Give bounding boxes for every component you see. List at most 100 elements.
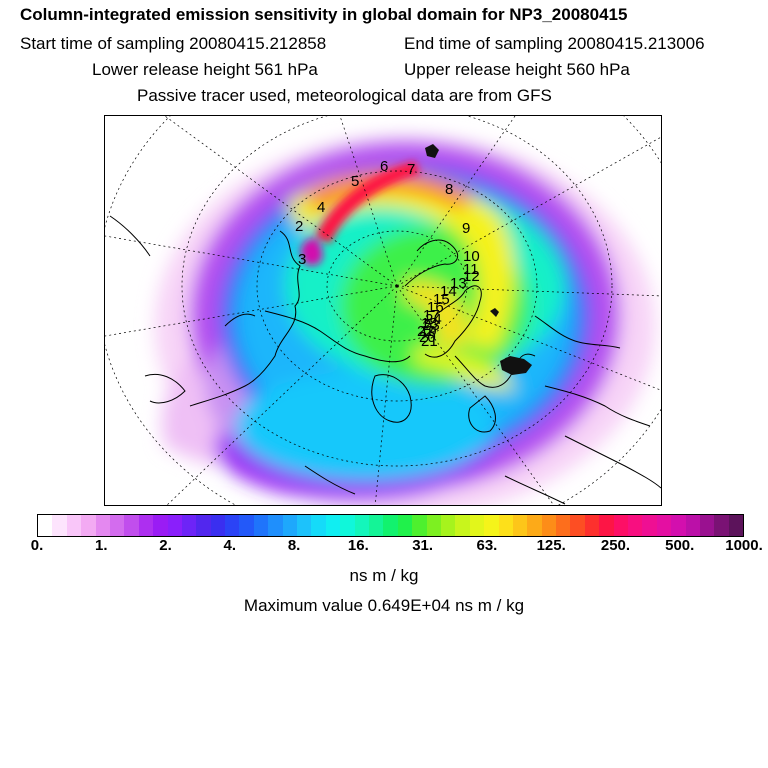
maximum-value: Maximum value 0.649E+04 ns m / kg xyxy=(243,596,525,615)
colorbar-cell xyxy=(282,515,298,536)
trajectory-label: 21 xyxy=(421,333,438,350)
colorbar-cell xyxy=(124,515,139,536)
trajectory-label: 11 xyxy=(463,261,479,278)
trajectory-label: 19 xyxy=(420,323,437,340)
trajectory-label: 12 xyxy=(463,268,480,285)
trajectory-label: 6 xyxy=(380,158,388,175)
colorbar-cell xyxy=(38,515,53,536)
trajectory-label: 14 xyxy=(440,283,457,300)
colorbar-cell xyxy=(239,515,254,536)
trajectory-label: 20 xyxy=(419,329,436,346)
colorbar-cell xyxy=(153,515,168,536)
sensitivity-field xyxy=(155,136,655,505)
colorbar-cell xyxy=(656,515,672,536)
colorbar-cell xyxy=(455,515,470,536)
colorbar-cell xyxy=(671,515,686,536)
trajectory-label: 7 xyxy=(407,161,415,178)
trajectory-label: 17 xyxy=(423,307,440,324)
colorbar-tick-label: 125. xyxy=(536,537,566,554)
colorbar-cell xyxy=(297,515,312,536)
colorbar-cell xyxy=(340,515,355,536)
colorbar-cell xyxy=(397,515,413,536)
trajectory-label: 9 xyxy=(462,220,470,237)
colorbar-cell xyxy=(138,515,154,536)
trajectory-label: 5 xyxy=(351,173,359,190)
trajectory-label: 4 xyxy=(317,199,325,216)
trajectory-label: 22 xyxy=(417,323,434,340)
end-time: End time of sampling 20080415.213006 xyxy=(404,34,705,53)
colorbar-cell xyxy=(469,515,485,536)
colorbar-cell xyxy=(368,515,384,536)
colorbar-cell xyxy=(628,515,643,536)
trajectory-label: 10 xyxy=(463,248,480,265)
colorbar-tick-label: 16. xyxy=(347,537,369,554)
colorbar-tick-label: 1. xyxy=(95,537,108,554)
colorbar-cell xyxy=(599,515,614,536)
colorbar-cell xyxy=(440,515,456,536)
colorbar-cell xyxy=(311,515,326,536)
colorbar-cell xyxy=(81,515,96,536)
colorbar-tick-label: 2. xyxy=(159,537,172,554)
colorbar-cell xyxy=(584,515,600,536)
colorbar-cell xyxy=(556,515,571,536)
colorbar-cell xyxy=(426,515,441,536)
colorbar-tick-label: 0. xyxy=(30,537,44,554)
colorbar-cell xyxy=(699,515,715,536)
colorbar-cell xyxy=(225,515,240,536)
colorbar-ticks: 0. 1. 2. 4. 8. 16. 31. 63. 125. 250. 500. 1000. xyxy=(0,537,768,557)
sensitivity-map: 2 3 4 5 6 7 8 9 10 11 12 13 14 15 16 17 18 19 20 21 22 23 24 xyxy=(104,115,662,506)
lower-release-height: Lower release height 561 hPa xyxy=(92,60,318,79)
colorbar-tick-label: 8. xyxy=(287,537,301,554)
colorbar-cell xyxy=(210,515,226,536)
graticule xyxy=(105,116,661,505)
colorbar-cell xyxy=(52,515,67,536)
trajectory-label: 8 xyxy=(445,181,453,198)
colorbar-units: ns m / kg xyxy=(349,566,419,585)
colorbar xyxy=(37,514,744,537)
colorbar-cell xyxy=(66,515,82,536)
trajectory-label: 15 xyxy=(433,291,450,308)
high-sensitivity-plume xyxy=(300,161,420,266)
colorbar-cell xyxy=(268,515,283,536)
colorbar-cell xyxy=(570,515,585,536)
colorbar-cell xyxy=(383,515,398,536)
colorbar-cell xyxy=(714,515,729,536)
colorbar-cell xyxy=(167,515,182,536)
colorbar-cell xyxy=(613,515,629,536)
colorbar-tick-label: 4. xyxy=(223,537,237,554)
colorbar-tick-label: 31. xyxy=(412,537,434,554)
colorbar-cell xyxy=(642,515,657,536)
colorbar-cell xyxy=(412,515,427,536)
colorbar-cell xyxy=(498,515,513,536)
trajectory-label: 24 xyxy=(425,311,442,328)
trajectory-label: 3 xyxy=(298,251,306,268)
start-time: Start time of sampling 20080415.212858 xyxy=(20,34,327,53)
colorbar-cell xyxy=(728,515,744,536)
colorbar-cell xyxy=(512,515,528,536)
colorbar-cell xyxy=(685,515,700,536)
colorbar-cell xyxy=(109,515,125,536)
colorbar-cell xyxy=(325,515,341,536)
colorbar-cell xyxy=(354,515,369,536)
colorbar-cell xyxy=(196,515,211,536)
colorbar-cell xyxy=(527,515,542,536)
dark-land-patches xyxy=(425,144,532,375)
trajectory-label: 16 xyxy=(427,299,444,316)
coastlines xyxy=(109,215,661,505)
trajectory-label: 23 xyxy=(423,317,440,334)
colorbar-tick-label: 63. xyxy=(476,537,498,554)
colorbar-cell xyxy=(541,515,557,536)
colorbar-cell xyxy=(181,515,197,536)
colorbar-cell xyxy=(484,515,499,536)
trajectory-label: 18 xyxy=(421,315,438,332)
colorbar-cell xyxy=(253,515,269,536)
plot-title: Column-integrated emission sensitivity i… xyxy=(20,5,628,24)
colorbar-tick-label: 500. xyxy=(665,537,695,554)
trajectory-label: 2 xyxy=(295,218,303,235)
upper-release-height: Upper release height 560 hPa xyxy=(404,60,630,79)
trajectory-label: 13 xyxy=(450,275,467,292)
colorbar-cell xyxy=(95,515,110,536)
colorbar-tick-label: 1000. xyxy=(725,537,763,554)
